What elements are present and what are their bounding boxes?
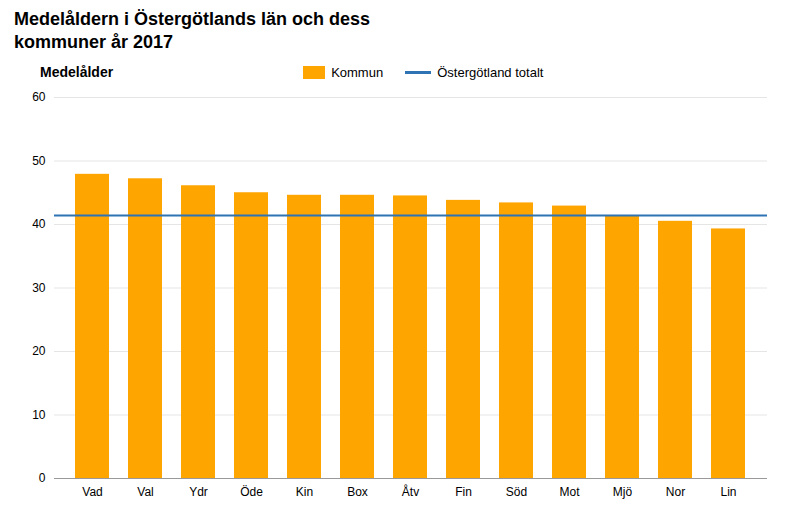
svg-text:20: 20: [32, 344, 46, 358]
svg-text:60: 60: [32, 90, 46, 104]
svg-text:Mjö: Mjö: [613, 485, 633, 499]
svg-text:40: 40: [32, 217, 46, 231]
svg-text:Box: Box: [347, 485, 368, 499]
svg-text:Vad: Vad: [82, 485, 102, 499]
html-text:Medelålder: Medelålder: [40, 64, 114, 80]
html-text:Medelåldern i Östergötlands lä: Medelåldern i Östergötlands län och dess…: [14, 9, 371, 52]
svg-text:30: 30: [32, 281, 46, 295]
svg-text:Åtv: Åtv: [402, 484, 419, 499]
svg-text:Kin: Kin: [296, 485, 313, 499]
svg-text:Fin: Fin: [455, 485, 472, 499]
svg-text:Nor: Nor: [666, 485, 685, 499]
svg-text:10: 10: [32, 408, 46, 422]
html-text:Östergötland totalt: Östergötland totalt: [437, 64, 544, 80]
svg-text:Mot: Mot: [559, 485, 580, 499]
html-text:Kommun: Kommun: [331, 64, 384, 80]
svg-text:Lin: Lin: [720, 485, 736, 499]
svg-text:0: 0: [39, 471, 46, 485]
svg-text:50: 50: [32, 154, 46, 168]
svg-text:Ydr: Ydr: [189, 485, 208, 499]
svg-text:Öde: Öde: [240, 485, 263, 499]
svg-text:Val: Val: [137, 485, 153, 499]
svg-text:Söd: Söd: [506, 485, 527, 499]
